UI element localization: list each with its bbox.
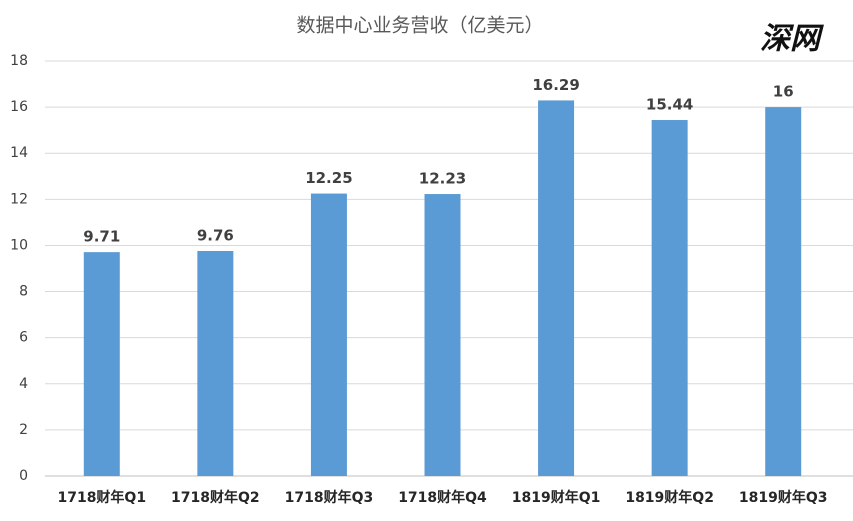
value-label: 9.71 [83, 228, 120, 246]
x-tick-label: 1718财年Q3 [285, 489, 374, 506]
y-tick-label: 2 [19, 422, 28, 438]
bar [83, 252, 120, 476]
bar [424, 194, 461, 476]
x-tick-label: 1819财年Q3 [739, 489, 828, 506]
y-tick-label: 6 [19, 330, 28, 346]
x-tick-label: 1718财年Q4 [398, 489, 487, 506]
y-tick-label: 0 [19, 468, 28, 484]
y-tick-label: 18 [10, 53, 28, 69]
y-tick-label: 12 [10, 191, 28, 207]
value-label: 12.25 [305, 169, 352, 187]
x-tick-label: 1718财年Q2 [171, 489, 260, 506]
value-label: 9.76 [197, 226, 234, 244]
chart-title: 数据中心业务营收（亿美元） [296, 15, 543, 37]
y-tick-label: 16 [10, 99, 28, 115]
x-tick-label: 1718财年Q1 [57, 489, 146, 506]
watermark: 深网 [760, 22, 824, 57]
y-tick-label: 4 [19, 376, 28, 392]
x-tick-label: 1819财年Q2 [625, 489, 714, 506]
bar [310, 193, 347, 476]
y-tick-label: 14 [10, 145, 28, 161]
y-tick-label: 8 [19, 284, 28, 300]
y-tick-label: 10 [10, 237, 28, 253]
value-label: 12.23 [419, 170, 466, 188]
bar [538, 100, 575, 477]
value-label: 16.29 [532, 76, 579, 94]
bar [765, 107, 802, 476]
bar [651, 120, 688, 477]
x-tick-label: 1819财年Q1 [512, 489, 601, 506]
bar [197, 250, 234, 476]
value-label: 15.44 [646, 96, 693, 114]
value-label: 16 [773, 83, 794, 101]
